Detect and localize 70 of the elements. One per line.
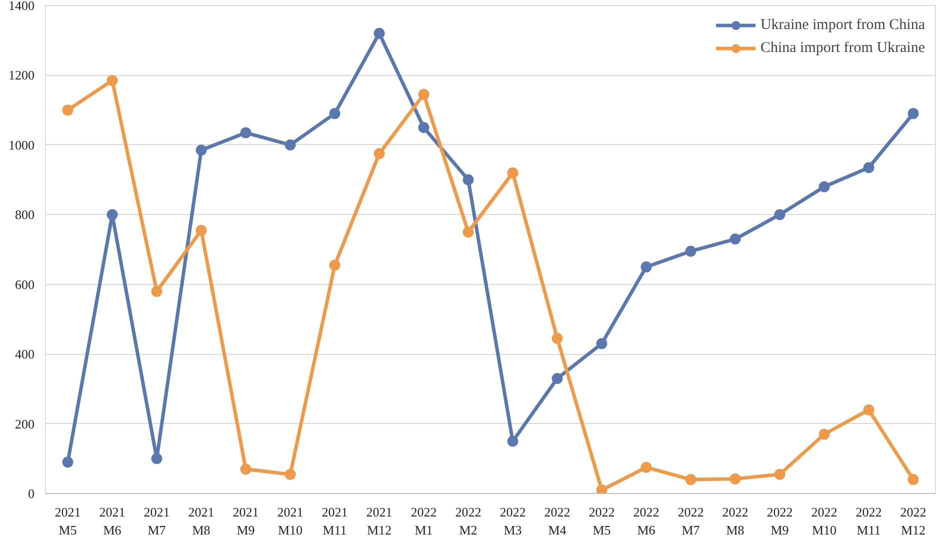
point bbox=[863, 162, 874, 174]
point bbox=[462, 174, 474, 186]
point bbox=[284, 139, 296, 150]
point bbox=[196, 144, 207, 156]
point bbox=[284, 468, 296, 480]
x-tick-label: 2022 M5 bbox=[588, 504, 615, 538]
x-tick-label: 2022 M6 bbox=[633, 504, 660, 538]
x-tick-label: 2022 M3 bbox=[500, 504, 526, 538]
legend-label: Ukraine import from China bbox=[760, 16, 925, 34]
point bbox=[685, 246, 696, 257]
x-tick-label: 2021 M12 bbox=[366, 504, 392, 538]
x-tick-label: 2022 M10 bbox=[811, 504, 838, 538]
point bbox=[329, 108, 340, 120]
x-tick-label: 2021 M7 bbox=[144, 504, 170, 538]
point bbox=[240, 127, 252, 138]
point bbox=[774, 209, 786, 220]
y-tick-label: 1000 bbox=[8, 137, 34, 152]
y-tick-label: 1200 bbox=[8, 68, 34, 83]
point bbox=[196, 224, 207, 236]
x-tick-label: 2022 M4 bbox=[544, 504, 570, 538]
y-tick-label: 0 bbox=[28, 486, 34, 501]
x-tick-label: 2022 M7 bbox=[678, 504, 704, 538]
point bbox=[462, 226, 474, 238]
point bbox=[151, 453, 162, 464]
point bbox=[818, 428, 830, 440]
point bbox=[596, 338, 608, 350]
x-tick-label: 2022 M2 bbox=[455, 504, 482, 538]
point bbox=[552, 372, 563, 384]
y-tick-label: 1400 bbox=[8, 0, 34, 13]
point bbox=[863, 404, 874, 416]
point bbox=[640, 261, 652, 272]
x-tick-label: 2021 M10 bbox=[277, 504, 304, 538]
x-tick-label: 2021 M11 bbox=[322, 504, 348, 538]
x-tick-label: 2021 M6 bbox=[99, 504, 126, 538]
x-tick-label: 2021 M5 bbox=[54, 504, 81, 538]
point bbox=[374, 148, 385, 160]
point bbox=[507, 436, 518, 447]
y-tick-label: 200 bbox=[15, 416, 34, 432]
x-tick-label: 2021 M9 bbox=[232, 504, 259, 538]
point bbox=[418, 122, 430, 133]
point bbox=[640, 462, 652, 473]
legend-label: China import from Ukraine bbox=[760, 40, 925, 56]
point bbox=[730, 473, 741, 484]
x-tick-label: 2022 M11 bbox=[856, 504, 882, 538]
x-tick-label: 2022 M9 bbox=[766, 504, 793, 538]
point bbox=[818, 181, 830, 192]
point bbox=[730, 234, 741, 245]
y-tick-label: 600 bbox=[15, 276, 34, 292]
point bbox=[908, 108, 919, 120]
point bbox=[106, 74, 118, 86]
y-tick-label: 400 bbox=[15, 346, 34, 362]
point bbox=[596, 484, 608, 494]
point bbox=[774, 468, 786, 480]
point bbox=[151, 286, 162, 297]
point bbox=[62, 104, 74, 116]
point bbox=[374, 28, 385, 39]
point bbox=[507, 167, 518, 178]
point bbox=[329, 260, 340, 271]
point bbox=[908, 474, 919, 486]
point bbox=[62, 456, 74, 468]
y-tick-label: 800 bbox=[15, 207, 34, 222]
x-tick-label: 2022 M12 bbox=[900, 504, 926, 538]
x-tick-label: 2022 M8 bbox=[722, 504, 748, 538]
point bbox=[106, 209, 118, 220]
x-tick-label: 2022 M1 bbox=[410, 504, 437, 538]
point bbox=[552, 332, 563, 344]
x-tick-label: 2021 M8 bbox=[188, 504, 214, 538]
point bbox=[240, 464, 252, 475]
point bbox=[685, 474, 696, 486]
point bbox=[418, 88, 430, 100]
